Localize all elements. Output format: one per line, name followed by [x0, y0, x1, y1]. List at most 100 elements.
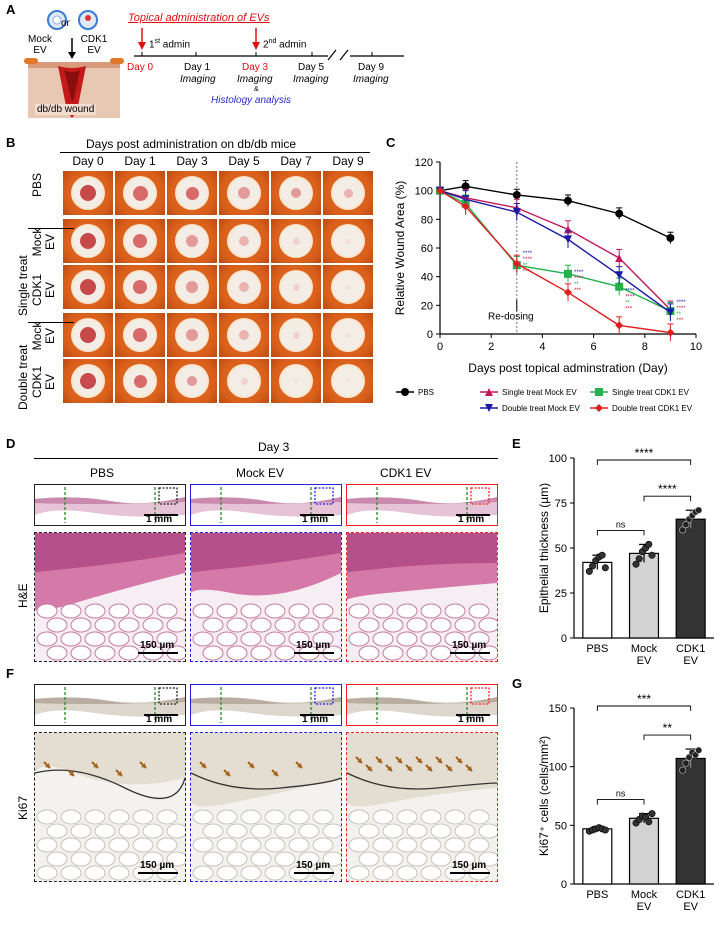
splint-ring — [229, 272, 259, 302]
histology-label: Histology analysis — [211, 95, 292, 106]
panel-letter-a: A — [6, 2, 16, 17]
data-point — [645, 540, 653, 548]
legend-item: Single treat CDK1 EV — [590, 388, 690, 397]
data-point — [461, 202, 470, 211]
data-point — [485, 404, 493, 412]
category-label: EV — [637, 655, 652, 667]
panel-letter-e: E — [512, 436, 521, 451]
wound-photo — [115, 219, 165, 263]
epithelial-thickness-bar-chart: 0 25 50 75 100 Epithelial thickness (µm) PBS Mo… — [537, 446, 714, 667]
legend-item: Double treat Mock EV — [480, 404, 580, 413]
zoom-image — [346, 532, 498, 662]
x-tick-label: 4 — [539, 341, 545, 353]
admin2-arrow-icon — [252, 42, 260, 50]
comparison-label: ** — [663, 721, 673, 735]
data-point — [682, 521, 690, 529]
splint-ring — [177, 178, 207, 208]
wound-spot — [80, 373, 96, 389]
data-point — [601, 826, 609, 834]
redosing-annotation: Re-dosing — [488, 312, 534, 323]
day9-label: Day 9 — [358, 62, 385, 73]
category-label: Mock — [631, 643, 658, 655]
overview-image — [190, 484, 342, 526]
panel-b-title-underline — [60, 152, 370, 153]
scale-bar — [144, 714, 178, 716]
legend-item: Double treat CDK1 EV — [590, 404, 693, 413]
wound-photo — [271, 359, 321, 403]
overview-image — [346, 484, 498, 526]
y-axis-label: Relative Wound Area (%) — [393, 181, 407, 316]
category-label: PBS — [586, 889, 608, 901]
comparison-label: ns — [616, 789, 626, 799]
y-tick-label: 50 — [555, 543, 567, 555]
admin1-sup: st — [154, 38, 161, 45]
splint-ring — [281, 226, 311, 256]
wound-spot — [133, 234, 147, 248]
y-tick-label: 0 — [561, 879, 567, 891]
scale-bar — [138, 652, 178, 654]
significance-label: ** — [523, 263, 528, 269]
x-tick-label: 8 — [642, 341, 648, 353]
category-label: PBS — [586, 643, 608, 655]
data-point — [648, 810, 656, 818]
wound-spot — [292, 283, 300, 291]
scale-label: 150 µm — [452, 860, 487, 871]
bar — [582, 828, 613, 885]
y-axis-label: Ki67⁺ cells (cells/mm²) — [537, 736, 551, 856]
data-point — [645, 818, 653, 826]
scale-label: 150 µm — [452, 640, 487, 651]
significance-label: *** — [625, 306, 633, 312]
legend-label: Double treat CDK1 EV — [612, 404, 693, 413]
wound-photo — [63, 265, 113, 309]
y-axis-label: Epithelial thickness (µm) — [537, 483, 551, 613]
wound-photo — [219, 171, 269, 215]
zoom-image — [190, 732, 342, 882]
splint-ring — [125, 178, 155, 208]
y-tick-label: 0 — [427, 329, 433, 341]
panel-b-day-headers: Day 0 Day 1 Day 3 Day 5 Day 7 Day 9 — [62, 154, 374, 170]
admin1-arrow-icon — [138, 42, 146, 50]
zoom-image — [190, 532, 342, 662]
splint-ring — [333, 272, 363, 302]
y-tick-label: 120 — [415, 157, 433, 169]
wound-photo — [63, 313, 113, 357]
y-tick-label: 60 — [421, 243, 433, 255]
overview-image — [34, 484, 186, 526]
data-point — [564, 235, 572, 244]
wound-spot — [239, 330, 249, 340]
data-point — [666, 233, 675, 242]
data-point — [512, 259, 521, 268]
x-tick-label: 10 — [690, 341, 702, 353]
series-1 — [436, 186, 675, 319]
scale-label: 1 mm — [302, 514, 329, 525]
series-2 — [436, 186, 675, 320]
wound-spot — [292, 331, 300, 339]
day1-label: Day 1 — [184, 62, 211, 73]
data-point — [564, 196, 572, 205]
admin2-rest: admin — [276, 39, 307, 51]
y-tick-label: 100 — [549, 453, 567, 465]
wound-photo — [63, 219, 113, 263]
overview-image — [346, 684, 498, 726]
panel-b-day-header: Day 9 — [332, 154, 364, 168]
mock-ev-label-line1: Mock — [28, 34, 52, 45]
data-point — [615, 209, 624, 218]
panel-b-day-header: Day 1 — [124, 154, 156, 168]
significance-label: **** — [625, 294, 635, 300]
double-cdk1-line2: EV — [43, 374, 57, 391]
wound-photo — [323, 171, 373, 215]
significance-label: **** — [574, 270, 584, 276]
scale-bar — [450, 872, 490, 874]
category-label: EV — [637, 901, 652, 913]
panel-b-group-single: Single treat — [16, 255, 30, 316]
scale-bar — [294, 872, 334, 874]
wound-photo — [271, 313, 321, 357]
admin1-label: 1st admin — [149, 38, 190, 50]
y-tick-label: 25 — [555, 588, 567, 600]
wound-photo — [115, 313, 165, 357]
series-3 — [436, 186, 675, 322]
zoom-image — [346, 732, 498, 882]
panel-f-row-label: Ki67 — [16, 795, 30, 820]
data-point — [564, 225, 572, 234]
bar — [628, 817, 660, 885]
